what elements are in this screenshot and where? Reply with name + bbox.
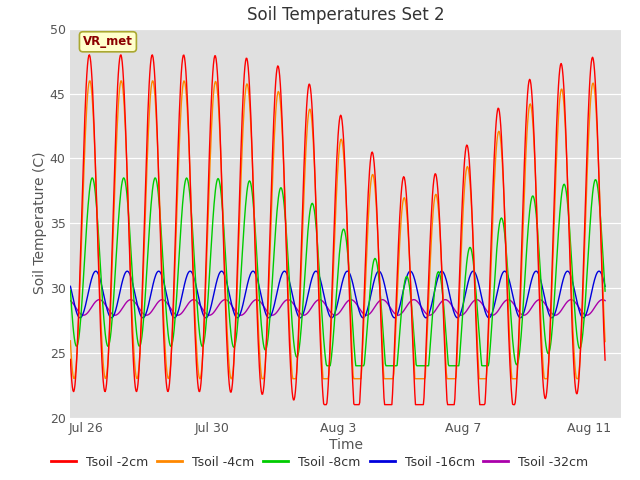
Text: VR_met: VR_met [83,36,133,48]
Title: Soil Temperatures Set 2: Soil Temperatures Set 2 [247,6,444,24]
X-axis label: Time: Time [328,438,363,452]
Legend: Tsoil -2cm, Tsoil -4cm, Tsoil -8cm, Tsoil -16cm, Tsoil -32cm: Tsoil -2cm, Tsoil -4cm, Tsoil -8cm, Tsoi… [47,451,593,474]
Y-axis label: Soil Temperature (C): Soil Temperature (C) [33,152,47,294]
